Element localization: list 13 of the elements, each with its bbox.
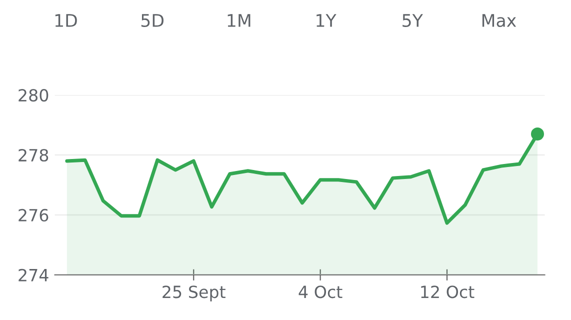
text: 1M [228,14,250,27]
text: Max [482,14,516,28]
text: 5D [141,14,164,28]
text: 1Y [316,14,336,27]
x-tick-label: 12 Oct [421,286,474,298]
y-tick-label: 280 [18,89,48,102]
text: 1D [55,14,77,27]
y-tick-label: 274 [18,268,48,282]
text: 5Y [402,14,423,28]
x-tick-label: 4 Oct [298,286,342,298]
y-tick-label: 276 [18,208,48,222]
y-tick-label: 278 [18,148,48,162]
x-tick-label: 25 Sept [162,286,226,302]
